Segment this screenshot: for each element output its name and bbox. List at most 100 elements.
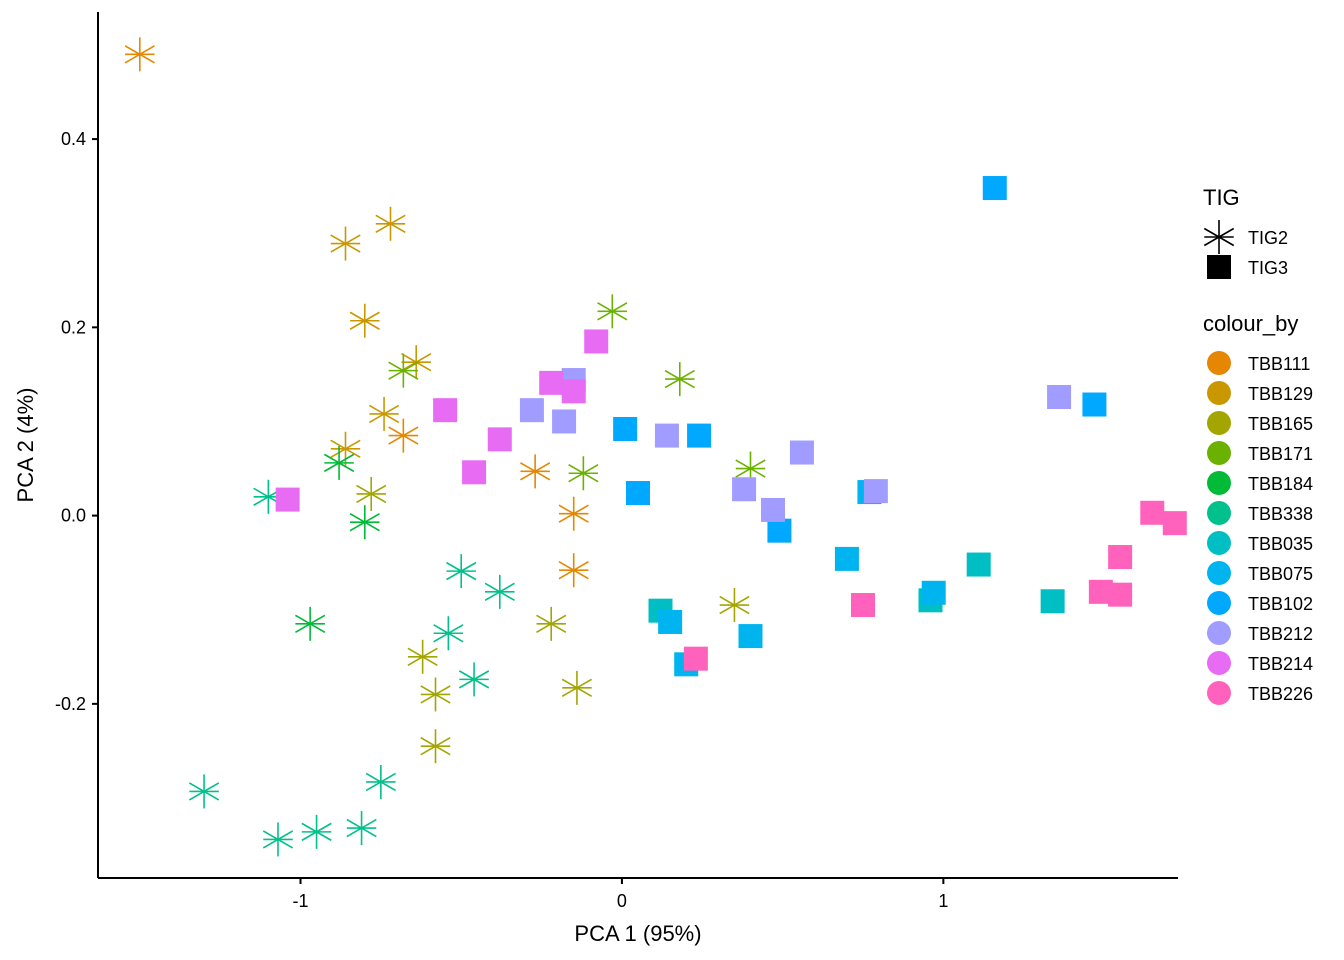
colour-legend-item: TBB165 (1207, 411, 1313, 435)
data-point (1140, 500, 1165, 525)
colour-legend-label: TBB035 (1248, 534, 1313, 554)
colour-legend-item: TBB338 (1207, 501, 1313, 525)
y-tick-label: -0.2 (55, 694, 86, 714)
colour-legend-item: TBB171 (1207, 441, 1313, 465)
colour-legend-item: TBB035 (1207, 531, 1313, 555)
x-tick-label: 1 (938, 891, 948, 911)
data-point (462, 460, 487, 485)
shape-legend-items: TIG2 TIG3 (1203, 220, 1288, 279)
x-tick-label: -1 (292, 891, 308, 911)
colour-key-icon (1207, 561, 1231, 585)
data-point (484, 574, 515, 609)
data-point (654, 423, 679, 448)
data-point (388, 353, 419, 388)
data-point (982, 176, 1007, 201)
data-point (921, 580, 946, 605)
data-point (365, 764, 396, 799)
data-point (536, 606, 567, 641)
colour-legend-label: TBB075 (1248, 564, 1313, 584)
shape-legend-label: TIG2 (1248, 228, 1288, 248)
colour-key-icon (1207, 381, 1231, 405)
data-point (375, 206, 406, 241)
colour-key-icon (1207, 591, 1231, 615)
colour-key-icon (1207, 651, 1231, 675)
data-point (487, 427, 512, 452)
data-point (732, 477, 757, 502)
data-point (262, 822, 294, 857)
colour-legend-item: TBB212 (1207, 621, 1313, 645)
shape-legend-item: TIG2 (1203, 220, 1288, 254)
colour-legend-label: TBB226 (1248, 684, 1313, 704)
data-point (433, 398, 458, 423)
colour-legend-label: TBB171 (1248, 444, 1313, 464)
data-point (767, 518, 792, 543)
colour-legend-label: TBB338 (1248, 504, 1313, 524)
data-point (420, 729, 451, 764)
colour-legend-item: TBB129 (1207, 381, 1313, 405)
data-point (1162, 511, 1187, 536)
data-point (388, 418, 419, 453)
shape-legend-title: TIG (1203, 185, 1240, 210)
data-point (295, 606, 326, 641)
data-point (407, 639, 438, 674)
data-point (1040, 589, 1065, 614)
colour-legend-label: TBB184 (1248, 474, 1313, 494)
data-point (834, 546, 859, 571)
colour-key-icon (1207, 501, 1231, 525)
data-point (664, 362, 695, 397)
data-point (1047, 384, 1072, 409)
data-point (446, 554, 477, 589)
colour-legend-title: colour_by (1203, 311, 1298, 336)
shape-legend-item: TIG3 (1207, 255, 1288, 279)
colour-legend-item: TBB075 (1207, 561, 1313, 585)
y-tick-label: 0.2 (61, 317, 86, 337)
colour-legend-item: TBB184 (1207, 471, 1313, 495)
data-point (683, 646, 708, 671)
y-tick-label: 0.0 (61, 506, 86, 526)
y-tick-label: 0.4 (61, 129, 86, 149)
data-point (561, 379, 586, 404)
data-point (863, 479, 888, 504)
colour-legend-items: TBB111 TBB129 TBB165 TBB171 TBB184 TBB338 TBB0… (1207, 351, 1313, 705)
colour-legend-label: TBB212 (1248, 624, 1313, 644)
data-point (349, 303, 380, 338)
data-point (519, 398, 544, 423)
data-point (561, 670, 593, 705)
data-point (539, 370, 564, 395)
data-point (1108, 545, 1133, 570)
data-point (558, 553, 589, 588)
data-point (275, 487, 300, 512)
data-point (458, 662, 490, 697)
data-point (520, 454, 551, 489)
data-point (323, 445, 355, 480)
colour-legend-item: TBB214 (1207, 651, 1313, 675)
colour-legend-item: TBB111 (1207, 351, 1310, 375)
colour-key-icon (1207, 621, 1231, 645)
data-point (626, 481, 650, 506)
data-point (356, 476, 387, 511)
data-point (368, 396, 400, 431)
colour-legend-item: TBB226 (1207, 681, 1313, 705)
y-axis-ticks: -0.2 0.0 0.2 0.4 (55, 129, 98, 714)
colour-key-icon (1207, 351, 1231, 375)
data-point (346, 811, 377, 846)
colour-key-icon (1207, 411, 1231, 435)
data-point (613, 416, 638, 441)
colour-legend-label: TBB102 (1248, 594, 1313, 614)
colour-legend-label: TBB214 (1248, 654, 1313, 674)
data-points (124, 37, 1187, 857)
data-point (761, 497, 785, 522)
data-point (658, 609, 683, 634)
data-point (966, 552, 991, 577)
data-point (687, 423, 712, 448)
data-point (584, 329, 609, 354)
colour-legend-label: TBB111 (1248, 354, 1310, 374)
data-point (124, 37, 155, 72)
data-point (330, 431, 361, 466)
data-point (558, 496, 589, 531)
data-point (420, 677, 451, 712)
data-point (789, 440, 814, 465)
data-point (1108, 582, 1133, 607)
data-point (738, 624, 763, 649)
asterisk-key-icon (1203, 220, 1235, 254)
